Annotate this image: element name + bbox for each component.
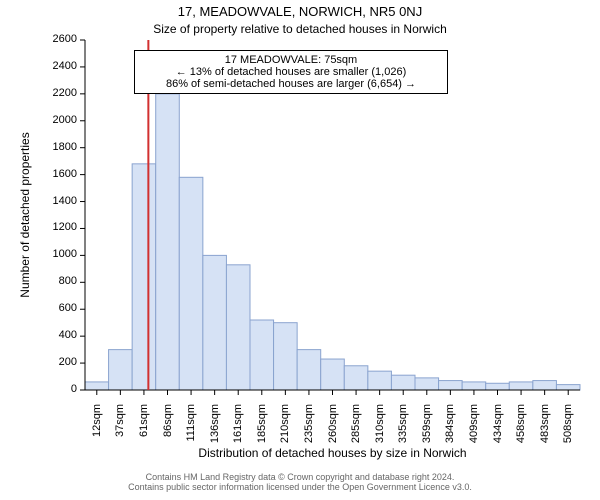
xtick-label: 434sqm	[492, 404, 504, 454]
xtick-label: 37sqm	[114, 404, 126, 454]
xtick-label: 185sqm	[256, 404, 268, 454]
attribution-line-1: Contains HM Land Registry data © Crown c…	[20, 472, 580, 482]
xtick-label: 458sqm	[515, 404, 527, 454]
info-box: 17 MEADOWVALE: 75sqm ← 13% of detached h…	[134, 50, 448, 94]
attribution-block: Contains HM Land Registry data © Crown c…	[20, 472, 580, 492]
ytick-label: 2400	[37, 60, 77, 72]
info-box-line-2: ← 13% of detached houses are smaller (1,…	[141, 66, 441, 78]
ytick-label: 400	[37, 329, 77, 341]
xtick-label: 335sqm	[397, 404, 409, 454]
xtick-label: 260sqm	[327, 404, 339, 454]
ytick-label: 2200	[37, 87, 77, 99]
ytick-label: 1200	[37, 221, 77, 233]
y-axis-label: Number of detached properties	[18, 40, 32, 390]
ytick-label: 2000	[37, 114, 77, 126]
xtick-label: 310sqm	[374, 404, 386, 454]
xtick-label: 61sqm	[138, 404, 150, 454]
ytick-label: 1600	[37, 168, 77, 180]
xtick-label: 86sqm	[162, 404, 174, 454]
xtick-label: 285sqm	[350, 404, 362, 454]
xtick-label: 409sqm	[468, 404, 480, 454]
chart-page: 17, MEADOWVALE, NORWICH, NR5 0NJ Size of…	[0, 0, 600, 500]
ytick-label: 0	[37, 383, 77, 395]
xtick-label: 359sqm	[421, 404, 433, 454]
info-box-line-1: 17 MEADOWVALE: 75sqm	[141, 54, 441, 66]
xtick-label: 161sqm	[232, 404, 244, 454]
xtick-label: 136sqm	[209, 404, 221, 454]
ytick-label: 1800	[37, 141, 77, 153]
ytick-label: 200	[37, 356, 77, 368]
ytick-label: 800	[37, 275, 77, 287]
info-box-line-3: 86% of semi-detached houses are larger (…	[141, 78, 441, 90]
ytick-label: 2600	[37, 33, 77, 45]
ytick-label: 600	[37, 302, 77, 314]
attribution-line-2: Contains public sector information licen…	[20, 482, 580, 492]
xtick-label: 508sqm	[562, 404, 574, 454]
xtick-label: 483sqm	[539, 404, 551, 454]
xtick-label: 210sqm	[279, 404, 291, 454]
xtick-label: 235sqm	[303, 404, 315, 454]
xtick-label: 111sqm	[185, 404, 197, 454]
xtick-label: 384sqm	[444, 404, 456, 454]
ytick-label: 1000	[37, 248, 77, 260]
ytick-label: 1400	[37, 195, 77, 207]
xtick-label: 12sqm	[91, 404, 103, 454]
